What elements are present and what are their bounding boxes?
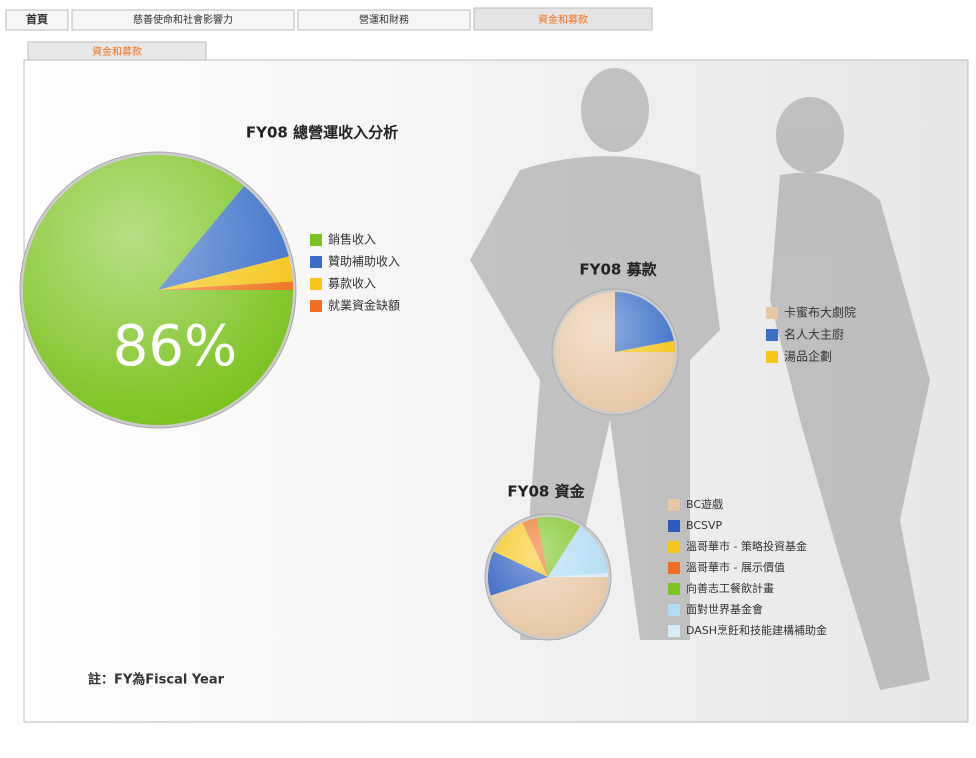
chart-title: FY08 資金 (507, 483, 585, 501)
legend-label: 卡蜜布大劇院 (784, 305, 856, 320)
legend-swatch (766, 307, 778, 319)
tab-label[interactable]: 資金和募款 (538, 13, 588, 26)
legend-label: 向善志工餐飲計畫 (686, 581, 774, 595)
legend-swatch (310, 300, 322, 312)
legend-label: 募款收入 (328, 277, 376, 291)
legend-swatch (668, 583, 680, 595)
legend-swatch (310, 256, 322, 268)
legend-swatch (766, 351, 778, 363)
page: 首頁 慈善使命和社會影響力 營運和財務 資金和募款 資金和募款 FY08 總營運… (0, 0, 976, 754)
pie-gloss (488, 517, 608, 637)
chart-title: FY08 總營運收入分析 (246, 124, 398, 142)
pie-gloss (23, 155, 293, 425)
legend-swatch (668, 604, 680, 616)
legend-label: 湯品企劃 (784, 349, 832, 364)
tab-label[interactable]: 首頁 (26, 12, 48, 26)
legend-swatch (310, 278, 322, 290)
legend-swatch (668, 499, 680, 511)
legend-label: 名人大主廚 (784, 327, 844, 342)
legend-label: 面對世界基金會 (686, 602, 763, 616)
data-label: 86% (113, 314, 237, 379)
legend-swatch (668, 541, 680, 553)
tab-label[interactable]: 營運和財務 (359, 13, 409, 26)
tab-label[interactable]: 慈善使命和社會影響力 (133, 13, 233, 26)
legend-swatch (668, 562, 680, 574)
note: 註：FY為Fiscal Year (88, 672, 225, 688)
legend-label: BC遊戲 (686, 497, 723, 511)
legend-label: BCSVP (686, 519, 723, 532)
legend-swatch (766, 329, 778, 341)
pie-gloss (555, 292, 675, 412)
legend-label: 溫哥華市 - 策略投資基金 (686, 539, 807, 553)
legend-swatch (310, 234, 322, 246)
legend-label: 溫哥華市 - 展示價值 (686, 560, 785, 574)
sub-tab-label[interactable]: 資金和募款 (92, 45, 142, 58)
legend-label: DASH烹飪和技能建構補助金 (686, 623, 827, 637)
legend-swatch (668, 520, 680, 532)
legend-swatch (668, 625, 680, 637)
legend-label: 就業資金缺額 (328, 298, 400, 313)
legend-label: 贊助補助收入 (328, 255, 400, 269)
legend-label: 銷售收入 (328, 232, 376, 247)
chart-title: FY08 募款 (579, 261, 657, 279)
tab-bar: 首頁 慈善使命和社會影響力 營運和財務 資金和募款 (6, 8, 652, 30)
